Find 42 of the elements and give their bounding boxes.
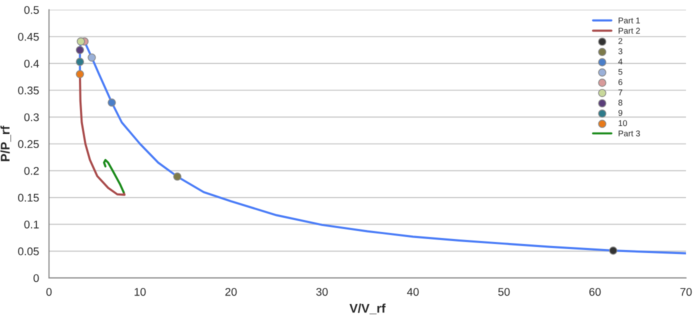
x-tick-label: 60 — [589, 288, 601, 296]
x-tick-label: 0 — [46, 288, 52, 296]
point — [108, 98, 116, 107]
legend-label: 6 — [618, 79, 622, 86]
x-tick-label: 50 — [498, 288, 510, 296]
point — [76, 70, 84, 78]
legend-label: Part 1 — [618, 18, 640, 24]
y-tick-label: 0.4 — [24, 60, 39, 68]
legend-label: 7 — [618, 89, 622, 96]
point — [173, 172, 182, 181]
point — [88, 53, 96, 62]
y-tick-label: 0.3 — [24, 113, 39, 122]
legend-label: 4 — [618, 58, 622, 64]
legend-label: 5 — [618, 68, 622, 75]
legend-label: 8 — [618, 100, 622, 106]
point — [76, 46, 84, 54]
legend-label: Part 3 — [618, 130, 640, 136]
point — [76, 58, 84, 66]
y-tick-label: 0.5 — [24, 6, 39, 14]
y-tick-label: 0.15 — [18, 194, 39, 202]
x-tick-label: 20 — [225, 288, 237, 296]
point — [609, 246, 618, 255]
y-tick-label: 0.35 — [18, 86, 39, 94]
x-tick-label: 40 — [407, 288, 419, 296]
x-tick-label: 10 — [134, 288, 146, 296]
y-tick-label: 0.45 — [18, 32, 39, 41]
point — [76, 37, 85, 46]
legend-label: 9 — [618, 110, 622, 116]
y-tick-label: 0 — [34, 274, 39, 282]
x-tick-label: 30 — [316, 288, 328, 296]
y-axis-title: P/P_rf — [0, 126, 12, 162]
legend-label: 3 — [618, 48, 622, 54]
legend-label: 2 — [618, 38, 622, 44]
y-tick-label: 0.1 — [24, 220, 39, 228]
legend-label: Part 2 — [618, 28, 640, 34]
x-axis-title: V/V_rf — [350, 304, 386, 314]
line-series — [103, 158, 125, 194]
y-tick-label: 0.25 — [18, 140, 39, 148]
x-tick-label: 70 — [680, 288, 692, 296]
y-tick-label: 0.2 — [24, 166, 39, 175]
legend-label: 10 — [618, 120, 627, 126]
y-tick-label: 0.05 — [18, 247, 39, 256]
